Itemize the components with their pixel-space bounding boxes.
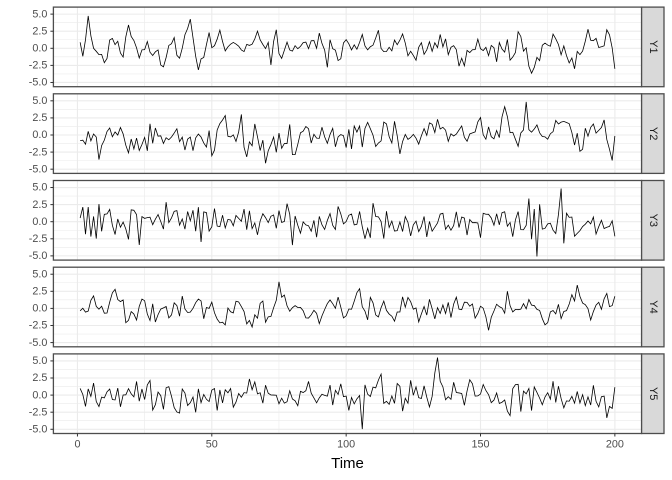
svg-text:Y1: Y1 (647, 40, 659, 53)
svg-text:-5.0: -5.0 (29, 163, 48, 175)
svg-text:200: 200 (606, 439, 624, 451)
svg-text:0.0: 0.0 (32, 216, 47, 228)
svg-text:0.0: 0.0 (32, 303, 47, 315)
svg-text:2.5: 2.5 (32, 25, 47, 37)
svg-text:-2.5: -2.5 (29, 406, 48, 418)
svg-text:Y5: Y5 (647, 387, 659, 400)
svg-text:-2.5: -2.5 (29, 60, 48, 72)
svg-text:Y2: Y2 (647, 127, 659, 140)
svg-text:5.0: 5.0 (32, 182, 47, 194)
svg-text:-5.0: -5.0 (29, 423, 48, 435)
svg-text:0: 0 (74, 439, 80, 451)
svg-text:-2.5: -2.5 (29, 146, 48, 158)
svg-text:0.0: 0.0 (32, 389, 47, 401)
svg-text:Y3: Y3 (647, 214, 659, 227)
svg-text:150: 150 (472, 439, 490, 451)
svg-text:5.0: 5.0 (32, 268, 47, 280)
svg-text:-5.0: -5.0 (29, 77, 48, 89)
svg-text:5.0: 5.0 (32, 355, 47, 367)
svg-text:-2.5: -2.5 (29, 320, 48, 332)
svg-text:0.0: 0.0 (32, 129, 47, 141)
svg-text:2.5: 2.5 (32, 112, 47, 124)
svg-text:-2.5: -2.5 (29, 233, 48, 245)
svg-text:5.0: 5.0 (32, 95, 47, 107)
svg-text:50: 50 (206, 439, 218, 451)
svg-text:-5.0: -5.0 (29, 337, 48, 349)
svg-text:0.0: 0.0 (32, 43, 47, 55)
svg-text:2.5: 2.5 (32, 286, 47, 298)
svg-text:2.5: 2.5 (32, 372, 47, 384)
svg-text:100: 100 (337, 439, 355, 451)
svg-text:-5.0: -5.0 (29, 250, 48, 262)
svg-text:5.0: 5.0 (32, 8, 47, 20)
svg-text:Y4: Y4 (647, 300, 659, 313)
svg-text:2.5: 2.5 (32, 199, 47, 211)
